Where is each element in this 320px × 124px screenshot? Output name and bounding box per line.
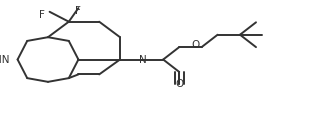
- Text: F: F: [39, 10, 45, 20]
- Text: HN: HN: [0, 55, 10, 64]
- Text: O: O: [191, 40, 200, 50]
- Text: F: F: [76, 6, 81, 16]
- Text: N: N: [139, 55, 146, 64]
- Text: O: O: [175, 79, 183, 89]
